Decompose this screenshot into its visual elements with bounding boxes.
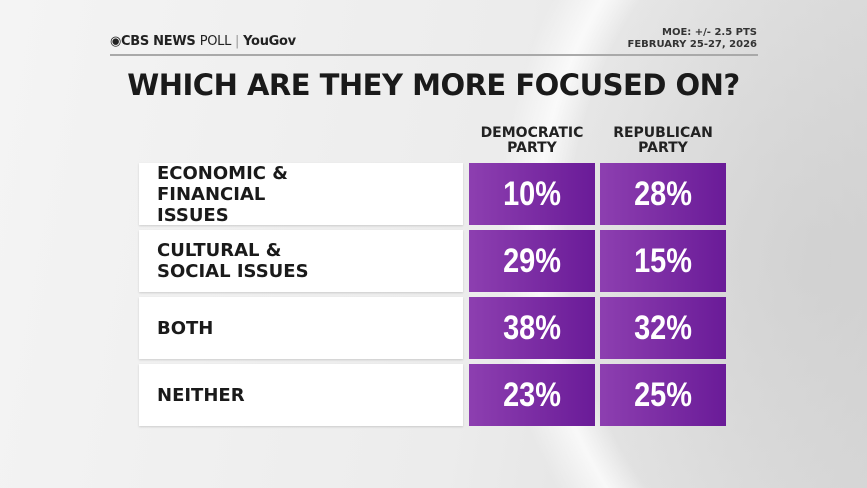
value-label: 15% <box>634 241 692 280</box>
value-label: 28% <box>634 174 692 213</box>
row-label: ECONOMIC & FINANCIAL ISSUES <box>139 163 463 226</box>
row-label: CULTURAL & SOCIAL ISSUES <box>139 230 463 292</box>
value-label: 23% <box>503 375 561 414</box>
republican-value: 25% <box>600 364 726 426</box>
table-row: CULTURAL & SOCIAL ISSUES 29% 15% <box>139 230 726 292</box>
column-header-republican: REPUBLICAN PARTY <box>613 125 713 156</box>
chart-title: WHICH ARE THEY MORE FOCUSED ON? <box>127 68 740 102</box>
divider <box>110 54 758 56</box>
column-header-democratic: DEMOCRATIC PARTY <box>480 125 584 156</box>
logo: ◉CBS NEWS POLL | YouGov <box>110 34 296 49</box>
moe: MOE: +/- 2.5 PTS <box>662 27 757 38</box>
row-label: BOTH <box>139 297 463 359</box>
democratic-value: 10% <box>469 163 595 225</box>
table-row: BOTH 38% 32% <box>139 297 726 359</box>
value-label: 38% <box>503 308 561 347</box>
republican-value: 15% <box>600 230 726 292</box>
row-label: NEITHER <box>139 364 463 426</box>
table-row: NEITHER 23% 25% <box>139 364 726 426</box>
democratic-value: 38% <box>469 297 595 359</box>
democratic-value: 23% <box>469 364 595 426</box>
value-label: 29% <box>503 241 561 280</box>
separator: | <box>235 34 240 49</box>
democratic-value: 29% <box>469 230 595 292</box>
republican-value: 32% <box>600 297 726 359</box>
value-label: 10% <box>503 174 561 213</box>
table-row: ECONOMIC & FINANCIAL ISSUES 10% 28% <box>139 163 726 226</box>
partner-logo: YouGov <box>243 34 296 49</box>
cbs-eye-icon: ◉ <box>110 34 122 49</box>
dates: FEBRUARY 25-27, 2026 <box>627 39 757 50</box>
poll-label: POLL <box>199 34 232 49</box>
value-label: 25% <box>634 375 692 414</box>
republican-value: 28% <box>600 163 726 225</box>
meta: MOE: +/- 2.5 PTS FEBRUARY 25-27, 2026 <box>627 27 757 51</box>
brand: CBS NEWS <box>121 34 196 49</box>
value-label: 32% <box>634 308 692 347</box>
